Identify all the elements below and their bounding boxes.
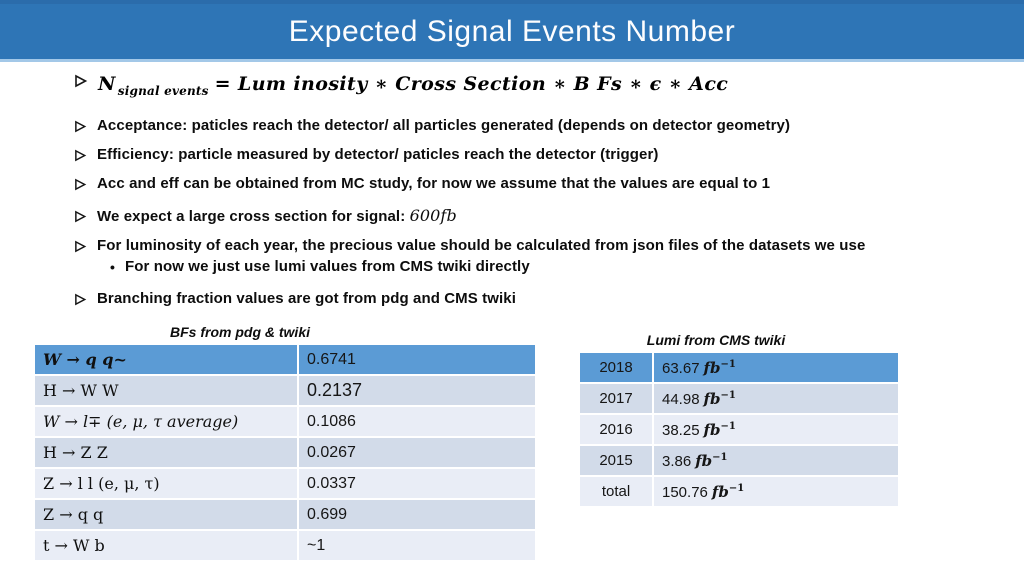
table-row: Z → q q 0.699 — [35, 500, 535, 529]
bullet-luminosity: For luminosity of each year, the preciou… — [74, 236, 1006, 254]
table-row: W → l∓ (e, μ, τ average) 0.1086 — [35, 407, 535, 436]
year-cell: 2018 — [580, 353, 652, 382]
formula-subscript: signal events — [117, 83, 209, 98]
table-row: 2016 38.25 fb−1 — [580, 415, 898, 444]
dot-bullet-icon: • — [110, 258, 116, 275]
fb-unit: fb−1 — [712, 483, 744, 501]
bullet-arrow-icon — [74, 176, 87, 191]
formula-lhs: N — [98, 73, 116, 95]
bf-value-cell: 0.1086 — [299, 407, 535, 436]
bullet-arrow-icon — [74, 291, 87, 306]
fb-unit: fb−1 — [695, 452, 727, 470]
lumi-value: 3.86 — [662, 452, 692, 470]
sub-bullet-lumi-text: For now we just use lumi values from CMS… — [125, 257, 530, 275]
bf-value-cell: 0.6741 — [299, 345, 535, 374]
bullet-efficiency: Efficiency: particle measured by detecto… — [74, 145, 1006, 163]
lumi-value-cell: 3.86 fb−1 — [654, 446, 898, 475]
bf-value-cell: 0.0337 — [299, 469, 535, 498]
lumi-table-title: Lumi from CMS twiki — [646, 332, 786, 348]
lumi-value: 150.76 — [662, 483, 708, 501]
lumi-value: 44.98 — [662, 390, 700, 408]
bf-value-cell: 0.0267 — [299, 438, 535, 467]
lumi-value: 38.25 — [662, 421, 700, 439]
lumi-value-cell: 150.76 fb−1 — [654, 477, 898, 506]
decay-cell: H → Z Z — [35, 438, 297, 467]
slide-title: Expected Signal Events Number — [288, 15, 736, 48]
bullet-arrow-icon — [74, 147, 87, 162]
bullet-efficiency-text: Efficiency: particle measured by detecto… — [97, 145, 659, 163]
table-row: total 150.76 fb−1 — [580, 477, 898, 506]
bullet-branching-text: Branching fraction values are got from p… — [97, 289, 516, 307]
table-row: 2017 44.98 fb−1 — [580, 384, 898, 413]
cross-section-value: 600fb — [409, 205, 457, 225]
fb-unit-exp: −1 — [712, 451, 728, 463]
bullet-acc-eff: Acc and eff can be obtained from MC stud… — [74, 174, 1006, 192]
cross-section-label: We expect a large cross section for sign… — [97, 207, 410, 225]
fb-unit-base: fb — [695, 451, 713, 470]
fb-unit-base: fb — [711, 482, 729, 501]
bullet-arrow-icon — [74, 238, 87, 253]
table-row: H → W W 0.2137 — [35, 376, 535, 405]
fb-unit-exp: −1 — [720, 420, 736, 432]
decay-cell: W → l∓ (e, μ, τ average) — [35, 407, 297, 436]
decay-cell: Z → l l (e, μ, τ) — [35, 469, 297, 498]
bullet-acceptance-text: Acceptance: paticles reach the detector/… — [97, 116, 791, 134]
lumi-value-cell: 44.98 fb−1 — [654, 384, 898, 413]
table-row: 2015 3.86 fb−1 — [580, 446, 898, 475]
bullet-branching: Branching fraction values are got from p… — [74, 289, 1006, 307]
fb-unit-base: fb — [703, 389, 721, 408]
bf-value-cell: ~1 — [299, 531, 535, 560]
year-cell: 2017 — [580, 384, 652, 413]
slide-title-bar: Expected Signal Events Number — [0, 0, 1024, 62]
lumi-value-cell: 63.67 fb−1 — [654, 353, 898, 382]
fb-unit-exp: −1 — [728, 482, 745, 494]
decay-cell: Z → q q — [35, 500, 297, 529]
year-cell: total — [580, 477, 652, 506]
formula-rhs: = Lum inosity ∗ Cross Section ∗ B Fs ∗ ϵ… — [214, 73, 729, 95]
fb-unit: fb−1 — [704, 359, 736, 377]
fb-unit: fb−1 — [704, 421, 736, 439]
bullet-cross-section: We expect a large cross section for sign… — [74, 205, 1006, 225]
fb-unit-exp: −1 — [720, 389, 736, 401]
bf-value-cell: 0.699 — [299, 500, 535, 529]
lumi-value-cell: 38.25 fb−1 — [654, 415, 898, 444]
table-row: t → W b ~1 — [35, 531, 535, 560]
table-row: 2018 63.67 fb−1 — [580, 353, 898, 382]
bf-table-group: BFs from pdg & twiki W → q q~ 0.6741 H →… — [33, 324, 537, 562]
table-row: W → q q~ 0.6741 — [35, 345, 535, 374]
bullet-arrow-icon — [74, 208, 87, 223]
bullet-acceptance: Acceptance: paticles reach the detector/… — [74, 116, 1006, 134]
decay-cell: H → W W — [35, 376, 297, 405]
fb-unit-exp: −1 — [720, 358, 736, 370]
year-cell: 2016 — [580, 415, 652, 444]
decay-cell: W → q q~ — [35, 345, 297, 374]
sub-bullet-lumi: • For now we just use lumi values from C… — [110, 257, 1006, 275]
bullet-cross-section-text: We expect a large cross section for sign… — [97, 205, 457, 225]
table-row: Z → l l (e, μ, τ) 0.0337 — [35, 469, 535, 498]
bf-value-cell: 0.2137 — [299, 376, 535, 405]
bullet-arrow-icon — [74, 118, 87, 133]
fb-unit-base: fb — [703, 420, 721, 439]
bullet-acc-eff-text: Acc and eff can be obtained from MC stud… — [97, 174, 771, 192]
table-row: H → Z Z 0.0267 — [35, 438, 535, 467]
bullet-luminosity-text: For luminosity of each year, the preciou… — [97, 236, 866, 254]
lumi-table: 2018 63.67 fb−1 2017 44.98 fb−1 2016 38.25… — [578, 351, 900, 508]
bf-table: W → q q~ 0.6741 H → W W 0.2137 W → l∓ (e… — [33, 343, 537, 562]
fb-unit: fb−1 — [704, 390, 736, 408]
year-cell: 2015 — [580, 446, 652, 475]
decay-cell: t → W b — [35, 531, 297, 560]
fb-unit-base: fb — [703, 358, 721, 377]
bullet-arrow-icon — [74, 72, 88, 88]
bf-table-title: BFs from pdg & twiki — [170, 324, 310, 340]
lumi-value: 63.67 — [662, 359, 700, 377]
lumi-table-group: Lumi from CMS twiki 2018 63.67 fb−1 2017 … — [578, 332, 900, 508]
